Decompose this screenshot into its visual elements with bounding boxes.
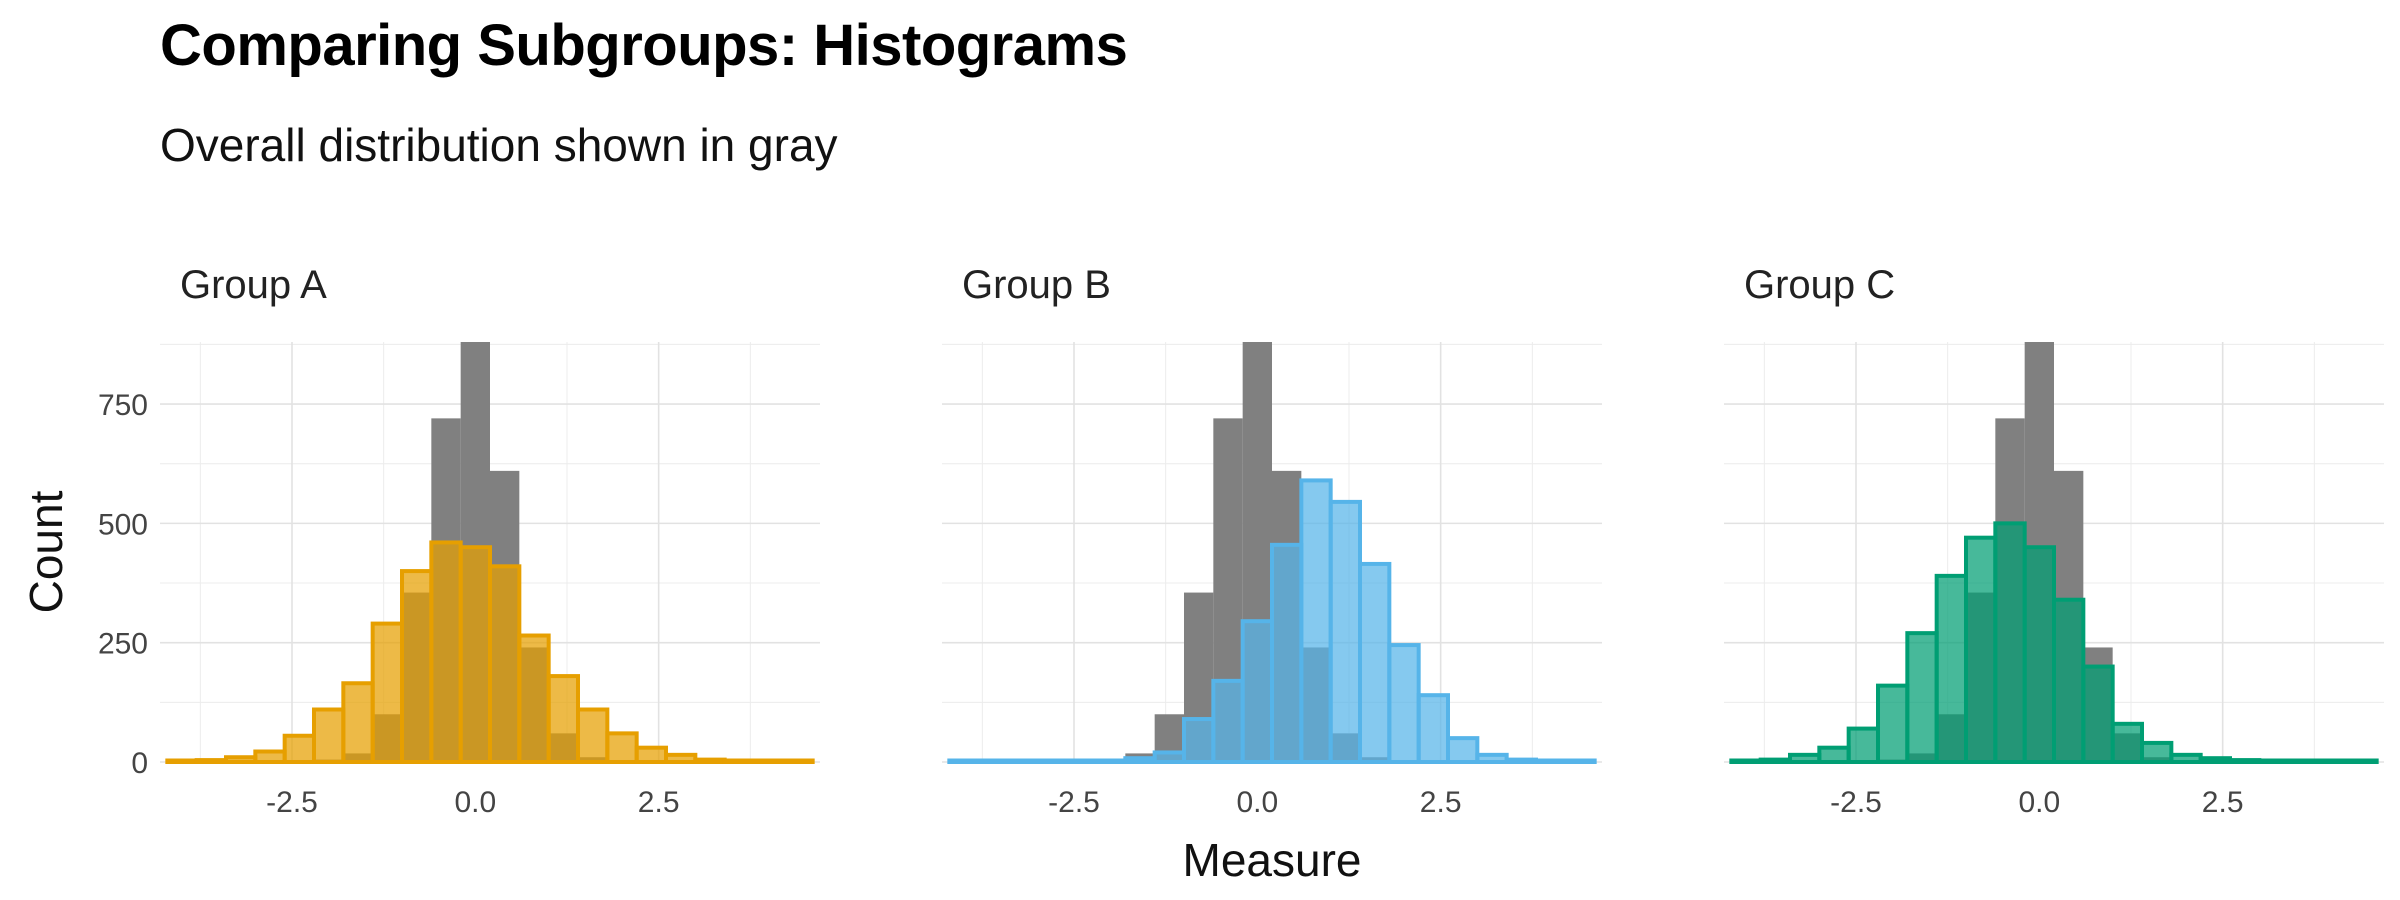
group-bar-c — [1788, 752, 1822, 764]
group-bar-a — [458, 545, 492, 765]
panel-label-0: Group A — [180, 263, 327, 307]
group-bar-b — [1563, 758, 1597, 764]
panel-label-1: Group B — [962, 263, 1111, 307]
group-bar-c — [1905, 631, 1939, 764]
group-bar-a — [605, 731, 639, 765]
group-bar-c — [2286, 758, 2321, 764]
group-bar-b — [1035, 758, 1069, 764]
x-tick-label: 0.0 — [2018, 786, 2060, 819]
group-bar-c — [1993, 521, 2027, 765]
group-bar-b — [1152, 750, 1186, 764]
group-bar-a — [488, 564, 522, 764]
y-tick-label: 500 — [98, 508, 148, 541]
group-bar-c — [1729, 758, 1763, 764]
x-tick-label: -2.5 — [1830, 786, 1882, 819]
facet-panel-0: Group A -2.5 0.0 2.5 0 250 500 750 — [98, 263, 820, 819]
group-bar-a — [664, 752, 698, 764]
group-bar-a — [634, 745, 669, 765]
x-tick-label: -2.5 — [266, 786, 318, 819]
group-bar-c — [2022, 545, 2056, 765]
y-tick-label: 750 — [98, 389, 148, 422]
group-bar-a — [253, 749, 287, 764]
group-bar-b — [1446, 736, 1480, 764]
group-bar-b — [1270, 542, 1304, 764]
group-bar-b — [1094, 758, 1128, 764]
group-bar-b — [1211, 678, 1245, 765]
group-bar-c — [2081, 664, 2115, 765]
group-bar-c — [2140, 740, 2174, 765]
group-bar-a — [752, 758, 786, 764]
group-bar-c — [2110, 721, 2145, 764]
x-tick-label: 0.0 — [454, 786, 496, 819]
group-bar-a — [341, 681, 375, 764]
group-bar-b — [1240, 619, 1274, 764]
group-bar-b — [1475, 752, 1509, 764]
group-bar-a — [576, 707, 610, 764]
group-bar-a — [429, 540, 463, 764]
x-tick-label: 0.0 — [1236, 786, 1278, 819]
group-bar-a — [165, 758, 199, 764]
x-tick-label: 2.5 — [638, 786, 680, 819]
x-axis-title: Measure — [1183, 834, 1362, 886]
group-bar-c — [1846, 726, 1880, 764]
group-bar-a — [282, 733, 316, 764]
panel-label-2: Group C — [1744, 263, 1895, 307]
group-bar-c — [2316, 758, 2350, 764]
group-bar-b — [1123, 756, 1157, 765]
group-bar-a — [517, 633, 551, 764]
group-bar-a — [546, 674, 581, 764]
x-tick-label: 2.5 — [1420, 786, 1462, 819]
group-bar-c — [1817, 745, 1851, 765]
group-bar-c — [1934, 573, 1968, 765]
group-bar-c — [1876, 683, 1910, 764]
group-bar-a — [224, 755, 258, 765]
group-bar-b — [1358, 561, 1392, 764]
group-bar-a — [312, 707, 346, 764]
group-bar-c — [2198, 756, 2233, 765]
group-bar-c — [1964, 535, 1998, 764]
facet-panel-1: Group B -2.5 0.0 2.5 — [942, 263, 1602, 819]
group-bar-b — [1006, 758, 1040, 764]
group-bar-c — [2052, 597, 2086, 765]
group-bar-b — [1504, 757, 1538, 765]
y-axis-title: Count — [20, 490, 72, 613]
facet-panel-2: Group C -2.5 0.0 2.5 — [1724, 263, 2384, 819]
group-bar-b — [1416, 693, 1450, 765]
group-bar-a — [400, 569, 434, 764]
group-bar-a — [722, 758, 757, 764]
group-bar-a — [781, 758, 815, 764]
x-tick-label: 2.5 — [2202, 786, 2244, 819]
group-bar-c — [2169, 752, 2203, 764]
chart-title: Comparing Subgroups: Histograms — [160, 13, 1128, 78]
group-bar-b — [947, 758, 981, 764]
group-bar-b — [1299, 478, 1333, 764]
group-bar-b — [1328, 499, 1362, 764]
y-tick-label: 250 — [98, 628, 148, 661]
group-bar-b — [1387, 643, 1421, 764]
x-tick-label: -2.5 — [1048, 786, 1100, 819]
group-bar-c — [2228, 758, 2262, 764]
group-bar-b — [1064, 758, 1098, 764]
group-bar-c — [2257, 758, 2291, 764]
group-bar-c — [2345, 758, 2379, 764]
group-bar-b — [976, 758, 1011, 764]
group-bar-a — [370, 621, 404, 764]
group-bar-c — [1758, 757, 1792, 765]
group-bar-b — [1182, 717, 1216, 765]
chart-subtitle: Overall distribution shown in gray — [160, 119, 838, 171]
group-bar-a — [693, 757, 727, 765]
y-tick-label: 0 — [131, 747, 148, 780]
group-bar-b — [1534, 758, 1568, 764]
group-bar-a — [194, 758, 229, 764]
